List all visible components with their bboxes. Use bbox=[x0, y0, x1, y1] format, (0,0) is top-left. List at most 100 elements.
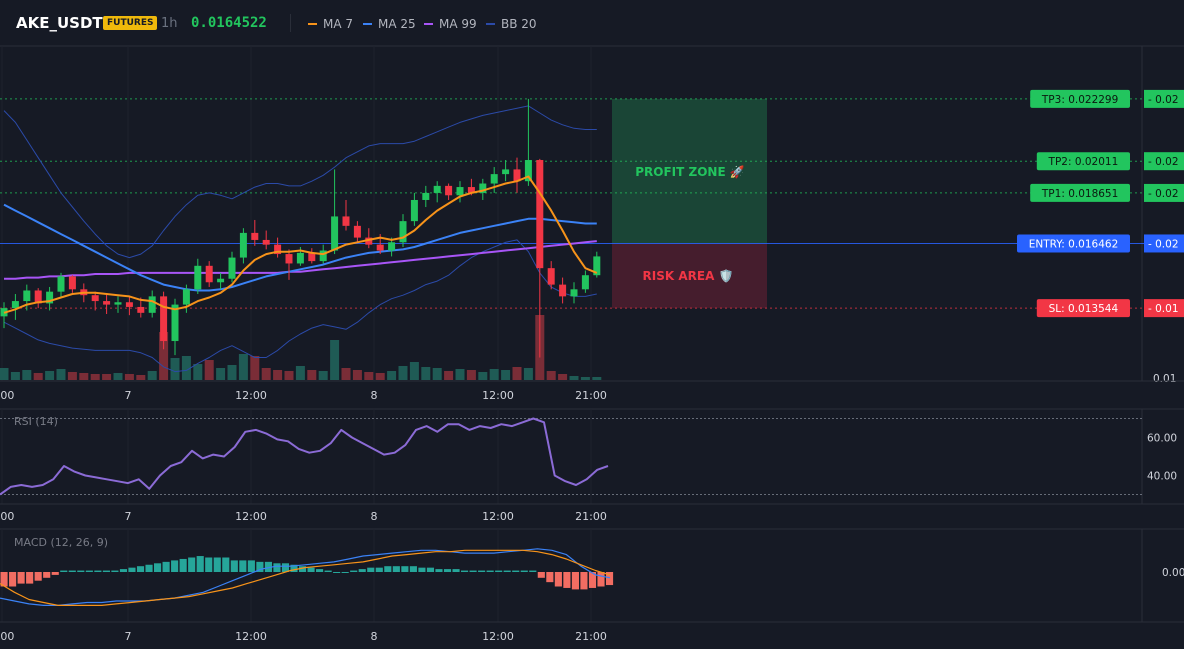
candle-body bbox=[68, 276, 76, 290]
volume-bar bbox=[387, 371, 397, 380]
volume-bar bbox=[147, 371, 157, 380]
ma7-swatch-icon bbox=[308, 23, 317, 25]
macd-line bbox=[0, 548, 611, 607]
volume-bar bbox=[261, 368, 271, 380]
candle-body bbox=[456, 187, 464, 196]
macd-histogram-bar bbox=[171, 560, 179, 572]
candle-body bbox=[308, 252, 316, 262]
candle-body bbox=[103, 301, 111, 305]
candle-body bbox=[114, 302, 122, 305]
macd-histogram-bar bbox=[17, 572, 25, 584]
profit-zone-label: PROFIT ZONE 🚀 bbox=[635, 165, 745, 179]
macd-histogram-bar bbox=[605, 572, 614, 586]
macd-histogram-bar bbox=[145, 564, 153, 572]
macd-histogram-bar bbox=[392, 566, 400, 572]
candle-body bbox=[524, 160, 532, 182]
macd-histogram-bar bbox=[102, 570, 110, 572]
volume-bar bbox=[375, 373, 385, 380]
candle-body bbox=[46, 291, 54, 304]
legend-bb20[interactable]: BB 20 bbox=[486, 17, 537, 31]
level-label: TP1: 0.018651 bbox=[1041, 188, 1118, 200]
macd-histogram-bar bbox=[298, 566, 307, 572]
volume-bar bbox=[409, 362, 419, 380]
macd-histogram-bar bbox=[452, 569, 460, 572]
macd-histogram-bar bbox=[205, 557, 213, 572]
level-axis-bg bbox=[1144, 234, 1184, 253]
macd-histogram-bar bbox=[350, 570, 358, 572]
volume-bar bbox=[307, 370, 317, 380]
candle-body bbox=[342, 216, 350, 226]
macd-histogram-bar bbox=[230, 560, 238, 572]
macd-title: MACD (12, 26, 9) bbox=[14, 536, 108, 549]
candle-body bbox=[137, 306, 145, 313]
legend-ma99-label: MA 99 bbox=[439, 17, 477, 31]
macd-pane[interactable]: 0.00 2:00 7 12:00 8 12:00 21:00 bbox=[0, 528, 1184, 643]
x-tick-label: 12:00 bbox=[235, 389, 267, 402]
timeframe-selector[interactable]: 1h bbox=[161, 16, 178, 31]
macd-histogram-bar bbox=[213, 557, 221, 572]
candle-body bbox=[365, 237, 373, 245]
x-tick-label: 2:00 bbox=[0, 389, 14, 402]
rsi-pane[interactable]: 60.00 40.00 2:00 7 12:00 8 12:00 21:00 bbox=[0, 408, 1184, 523]
level-axis-bg bbox=[1144, 183, 1184, 202]
x-tick-label: 21:00 bbox=[575, 510, 607, 523]
legend-ma99[interactable]: MA 99 bbox=[424, 17, 477, 31]
macd-histogram-bar bbox=[60, 570, 68, 572]
price-axis-tick: 0.01 bbox=[1153, 373, 1176, 385]
volume-bar bbox=[79, 373, 89, 380]
level-label: SL: 0.013544 bbox=[1049, 303, 1119, 315]
candle-body bbox=[581, 275, 589, 290]
macd-histogram-bar bbox=[111, 570, 119, 572]
ma99-swatch-icon bbox=[424, 23, 433, 25]
x-tick-label: 12:00 bbox=[482, 630, 514, 643]
candle-body bbox=[11, 301, 19, 309]
macd-histogram-bar bbox=[273, 563, 281, 572]
candle-body bbox=[251, 232, 259, 240]
level-axis-label: - 0.01 bbox=[1148, 303, 1179, 315]
macd-histogram-bar bbox=[247, 560, 255, 572]
x-tick-label: 8 bbox=[371, 630, 378, 643]
symbol-title[interactable]: AKE_USDT bbox=[16, 14, 103, 32]
macd-histogram-bar bbox=[0, 572, 8, 587]
x-tick-label: 2:00 bbox=[0, 630, 14, 643]
macd-histogram-bar bbox=[188, 557, 196, 572]
macd-histogram-bar bbox=[546, 572, 554, 583]
volume-bar bbox=[227, 365, 237, 380]
volume-bar bbox=[45, 371, 55, 380]
legend-ma7[interactable]: MA 7 bbox=[308, 17, 353, 31]
ma99-line bbox=[4, 240, 597, 280]
macd-histogram-bar bbox=[426, 567, 435, 572]
candle-body bbox=[513, 169, 521, 182]
candle-body bbox=[502, 169, 510, 175]
candle-body bbox=[353, 225, 361, 238]
candle-body bbox=[467, 187, 475, 193]
x-tick-label: 7 bbox=[125, 510, 132, 523]
ma25-line bbox=[3, 203, 597, 292]
volume-bar bbox=[444, 371, 454, 380]
macd-histogram-bar bbox=[154, 563, 162, 572]
macd-histogram-bar bbox=[409, 566, 417, 572]
candle-body bbox=[536, 160, 544, 269]
legend-ma7-label: MA 7 bbox=[323, 17, 354, 31]
macd-histogram-bar bbox=[26, 572, 34, 584]
volume-bar bbox=[90, 374, 100, 380]
price-pane[interactable]: PROFIT ZONE 🚀 RISK AREA 🛡️ TP3: 0.022299 - … bbox=[0, 45, 1184, 402]
volume-bar bbox=[56, 369, 66, 380]
volume-bar bbox=[159, 332, 169, 380]
candle-body bbox=[479, 183, 487, 193]
volume-bar bbox=[10, 372, 20, 380]
macd-histogram-bar bbox=[333, 572, 341, 573]
macd-histogram-bar bbox=[367, 567, 375, 572]
legend-ma25[interactable]: MA 25 bbox=[363, 17, 416, 31]
candle-body bbox=[91, 295, 99, 302]
volume-bar bbox=[512, 367, 522, 380]
volume-bar bbox=[569, 376, 579, 380]
macd-histogram-bar bbox=[77, 570, 85, 572]
x-tick-label: 12:00 bbox=[235, 510, 267, 523]
macd-histogram-bar bbox=[537, 572, 545, 578]
macd-histogram-bar bbox=[384, 566, 392, 572]
macd-histogram-bar bbox=[9, 572, 17, 587]
macd-histogram-bar bbox=[307, 567, 315, 572]
chart-header: AKE_USDT FUTURES 1h 0.0164522 MA 7 MA 25… bbox=[0, 0, 1184, 46]
